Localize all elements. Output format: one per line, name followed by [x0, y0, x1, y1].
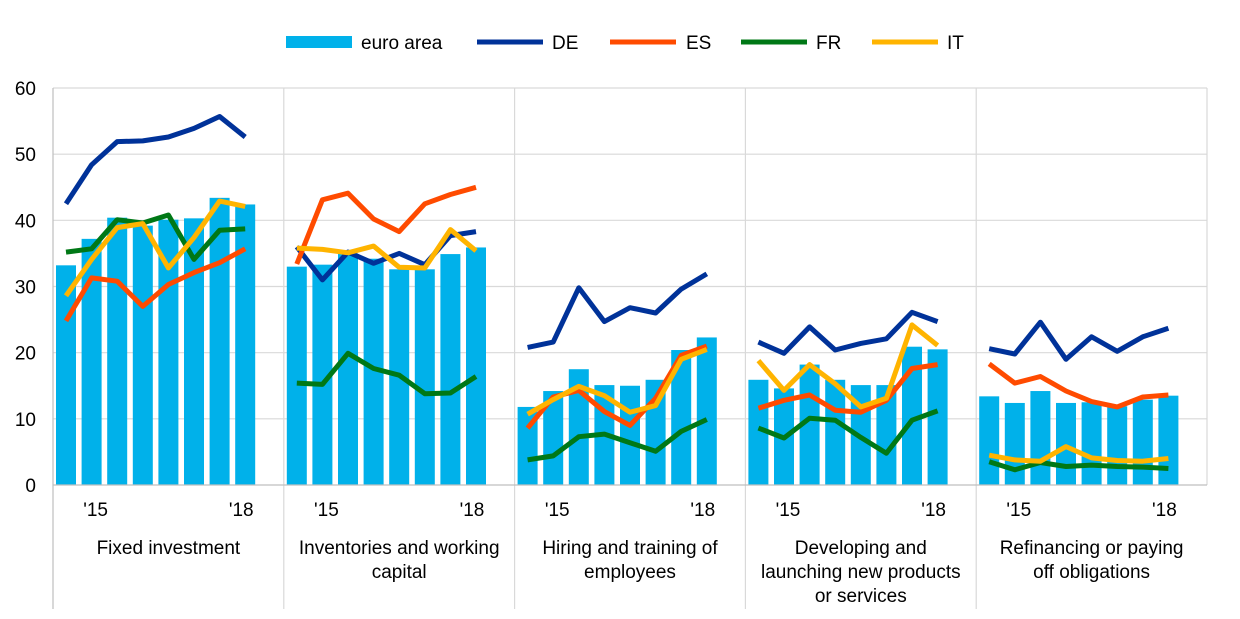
line-de	[63, 114, 247, 206]
y-tick-label-20: 20	[15, 344, 36, 365]
legend-swatch-euro-area	[286, 36, 352, 48]
bar-euro-area	[56, 265, 76, 485]
bar-euro-area	[235, 204, 256, 485]
x-tick-label-15: '15	[1006, 500, 1031, 521]
bar-euro-area	[1030, 391, 1051, 485]
y-tick-label-50: 50	[15, 145, 36, 166]
bar-euro-area	[876, 385, 897, 485]
bar-euro-area	[927, 349, 948, 485]
y-tick-label-10: 10	[15, 410, 36, 431]
bar-euro-area	[414, 269, 435, 485]
bar-euro-area	[466, 247, 486, 485]
bar-euro-area	[696, 337, 717, 485]
line-fr	[296, 350, 478, 397]
legend-label-de: DE	[552, 33, 578, 54]
x-tick-label-15: '15	[83, 500, 108, 521]
x-tick-label-18: '18	[1152, 500, 1177, 521]
bar-euro-area	[209, 197, 230, 485]
panel-label-line: capital	[372, 562, 427, 583]
line-fr	[988, 459, 1169, 473]
bar-euro-area	[825, 379, 846, 485]
line-it	[526, 347, 708, 417]
line-it	[756, 322, 940, 410]
line-series	[63, 114, 1170, 473]
bar-euro-area	[312, 264, 333, 485]
panel-label-line: or services	[815, 586, 907, 607]
line-it	[63, 198, 246, 298]
panel-label-line: Inventories and working	[299, 538, 500, 559]
x-tick-label-18: '18	[229, 500, 254, 521]
bar-euro-area	[1081, 402, 1102, 485]
legend: euro area DE ES FR IT	[286, 33, 964, 54]
x-tick-label-18: '18	[690, 500, 715, 521]
bar-euro-area	[107, 217, 128, 486]
line-es	[757, 362, 938, 415]
bar-euro-area	[902, 346, 922, 485]
bar-euro-area	[1056, 402, 1076, 485]
bar-euro-area	[81, 238, 102, 485]
bar-euro-area	[286, 266, 307, 485]
x-tick-label-15: '15	[776, 500, 801, 521]
bar-euro-area	[440, 254, 461, 485]
panel-label-line: Refinancing or paying	[1000, 538, 1184, 559]
x-tick-label-18: '18	[460, 500, 485, 521]
legend-label-it: IT	[947, 33, 964, 54]
legend-label-fr: FR	[816, 33, 841, 54]
line-fr	[527, 417, 708, 463]
bar-euro-area	[517, 406, 538, 485]
bar-series-euro-area	[56, 197, 1179, 486]
bar-euro-area	[1158, 395, 1179, 485]
legend-label-euro-area: euro area	[361, 33, 443, 54]
line-de	[757, 309, 939, 356]
line-es	[63, 246, 247, 323]
y-tick-label-60: 60	[15, 79, 36, 100]
bar-euro-area	[979, 396, 1000, 485]
line-es	[294, 184, 477, 265]
panel-label-line: launching new products	[761, 562, 961, 583]
line-de	[527, 271, 709, 350]
panel-label-line: off obligations	[1033, 562, 1150, 583]
x-axis-ticks: '15 '18 '15 '18 '15 '18 '15 '18 '15 '18	[83, 500, 1177, 521]
panel-label-line: employees	[584, 562, 676, 583]
bar-euro-area	[543, 391, 564, 485]
bar-euro-area	[620, 385, 640, 485]
bar-euro-area	[184, 218, 204, 485]
bar-euro-area	[671, 350, 692, 485]
x-tick-label-15: '15	[545, 500, 570, 521]
legend-label-es: ES	[686, 33, 711, 54]
bar-euro-area	[132, 225, 153, 486]
bar-euro-area	[1107, 406, 1128, 485]
panel-label-line: Fixed investment	[97, 538, 241, 559]
line-de	[988, 319, 1170, 362]
line-fr	[65, 212, 246, 262]
bar-euro-area	[568, 369, 589, 485]
panel-label-line: Hiring and training of	[542, 538, 718, 559]
y-tick-label-40: 40	[15, 211, 36, 232]
bar-euro-area	[1132, 399, 1153, 485]
y-tick-label-30: 30	[15, 278, 36, 299]
line-fr	[757, 408, 939, 456]
y-axis-ticks: 0 10 20 30 40 50 60	[15, 79, 36, 497]
bar-euro-area	[338, 253, 358, 485]
panel-label-line: Developing and	[795, 538, 927, 559]
x-tick-label-18: '18	[921, 500, 946, 521]
line-it	[296, 227, 478, 271]
bar-euro-area	[363, 258, 384, 485]
panel-labels: Fixed investment Inventories and working c…	[97, 538, 1184, 607]
line-es	[987, 361, 1169, 410]
line-it	[988, 444, 1169, 464]
bar-euro-area	[1004, 402, 1025, 485]
y-tick-label-0: 0	[25, 476, 36, 497]
x-tick-label-15: '15	[314, 500, 339, 521]
plot-frame	[52, 88, 1208, 609]
